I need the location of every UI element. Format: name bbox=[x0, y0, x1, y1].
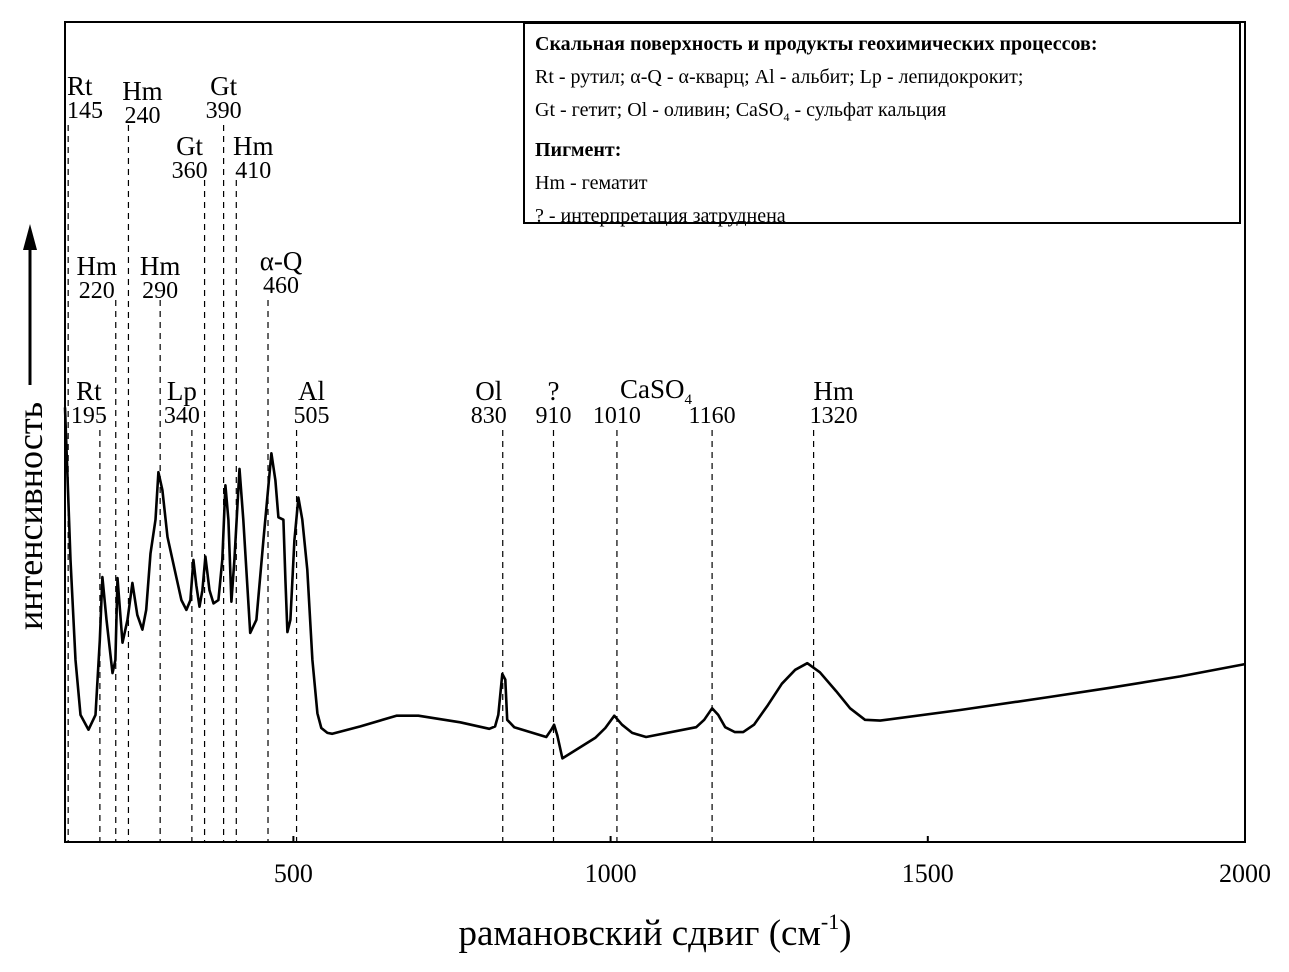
peak-name-label: Ol bbox=[475, 376, 502, 406]
caso4-label: CaSO4 bbox=[620, 374, 693, 408]
legend-line-2: Gt - гетит; Ol - оливин; CaSO4 - сульфат… bbox=[535, 99, 947, 124]
y-axis-label-group: интенсивность bbox=[10, 402, 50, 630]
peak-name-label: Hm bbox=[233, 131, 274, 161]
peak-value-label: 195 bbox=[71, 403, 107, 429]
peak-value-label: 830 bbox=[471, 403, 507, 429]
x-tick-label: 500 bbox=[274, 859, 313, 888]
x-tick-label: 1000 bbox=[585, 859, 637, 888]
arrow-head-icon bbox=[23, 224, 37, 250]
x-tick-label: 1500 bbox=[902, 859, 954, 888]
peak-name-label: Hm bbox=[77, 251, 118, 281]
peak-name-label: Al bbox=[298, 376, 325, 406]
peak-name-label: Rt bbox=[76, 376, 102, 406]
peak-value-label: 1160 bbox=[689, 403, 736, 429]
peak-name-label: Gt bbox=[210, 71, 237, 101]
peak-value-label: 1010 bbox=[593, 403, 641, 429]
peak-value-label: 220 bbox=[79, 278, 115, 304]
y-axis-label: интенсивность bbox=[10, 402, 50, 630]
peak-name-label: Rt bbox=[67, 71, 93, 101]
legend-line-1: Rt - рутил; α-Q - α-кварц; Al - альбит; … bbox=[535, 66, 1024, 88]
peak-value-label: 1320 bbox=[810, 403, 858, 429]
spectrum-line bbox=[63, 407, 1246, 760]
legend: Скальная поверхность и продукты геохимич… bbox=[523, 22, 1241, 227]
peak-value-label: 240 bbox=[124, 103, 160, 129]
peak-name-label: Lp bbox=[167, 376, 197, 406]
peak-value-label: 505 bbox=[294, 403, 330, 429]
peak-value-label: 290 bbox=[142, 278, 178, 304]
peak-name-label: Gt bbox=[176, 131, 203, 161]
peak-annotations: Rt145Hm240Gt390Gt360Hm410Hm220Hm290α-Q46… bbox=[67, 71, 858, 842]
peak-value-label: 390 bbox=[206, 98, 242, 124]
peak-value-label: 145 bbox=[67, 98, 103, 124]
x-tick-label: 2000 bbox=[1219, 859, 1271, 888]
peak-name-label: ? bbox=[548, 376, 560, 406]
peak-name-label: Hm bbox=[813, 376, 854, 406]
x-axis-label: рамановский сдвиг (см-1) bbox=[458, 909, 851, 954]
peak-value-label: 410 bbox=[235, 158, 271, 184]
x-axis-ticks: 500 1000 1500 2000 bbox=[274, 836, 1271, 888]
legend-heading-pigment: Пигмент: bbox=[535, 139, 622, 161]
peak-value-label: 340 bbox=[164, 403, 200, 429]
legend-line-4: ? - интерпретация затруднена bbox=[535, 205, 786, 227]
peak-value-label: 910 bbox=[535, 403, 571, 429]
peak-name-label: Hm bbox=[140, 251, 181, 281]
legend-heading-rock: Скальная поверхность и продукты геохимич… bbox=[535, 33, 1098, 55]
peak-value-label: 360 bbox=[172, 158, 208, 184]
peak-name-label: Hm bbox=[122, 76, 163, 106]
legend-line-3: Hm - гематит bbox=[535, 172, 648, 194]
peak-value-label: 460 bbox=[263, 273, 299, 299]
peak-name-label: α-Q bbox=[260, 246, 303, 276]
